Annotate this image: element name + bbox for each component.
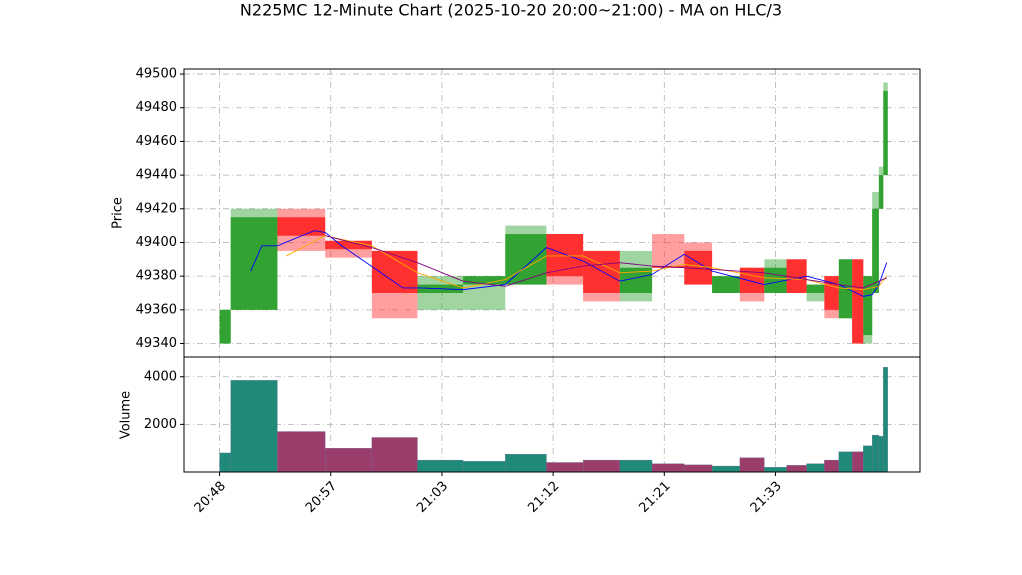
- candle-body: [371, 250, 418, 293]
- volume-bar: [371, 437, 418, 473]
- y-tick-label: 49360: [136, 302, 177, 317]
- volume-bar: [651, 463, 685, 473]
- x-tick-label: 20:57: [303, 479, 340, 516]
- x-tick-label: 21:33: [748, 479, 785, 516]
- volume-bar: [619, 459, 653, 473]
- volume-bar: [325, 448, 373, 473]
- candle-body: [878, 175, 884, 209]
- volume-tick-label: 4000: [144, 369, 177, 384]
- volume-bar: [786, 465, 807, 473]
- candle-body: [219, 309, 231, 344]
- volume-bar: [739, 457, 765, 473]
- volume-bar: [806, 463, 825, 473]
- y-tick-label: 49480: [136, 100, 177, 115]
- volume-bar: [462, 461, 506, 473]
- x-tick-label: 20:48: [192, 479, 229, 516]
- volume-bar: [883, 367, 888, 473]
- candle-body: [824, 276, 839, 310]
- candle-body: [852, 259, 864, 344]
- volume-bar: [546, 462, 584, 473]
- candle-body: [505, 234, 547, 285]
- moving-average-line: [325, 235, 887, 289]
- volume-panel-frame: [183, 356, 921, 473]
- candle-body: [863, 276, 873, 336]
- candle-body: [786, 259, 807, 293]
- volume-axis-label: Volume: [119, 391, 134, 439]
- candle-body: [325, 240, 372, 250]
- y-tick-label: 49400: [136, 235, 177, 250]
- candle-body: [463, 276, 506, 285]
- candle-body: [883, 90, 888, 176]
- volume-bar: [863, 445, 873, 473]
- candle-body: [872, 208, 879, 293]
- y-tick-label: 49380: [136, 269, 177, 284]
- x-tick-label: 21:21: [636, 479, 673, 516]
- y-tick-label: 49420: [136, 201, 177, 216]
- volume-bar: [219, 452, 231, 473]
- moving-average-line: [286, 235, 888, 291]
- volume-bar: [684, 464, 713, 473]
- y-tick-label: 49460: [136, 134, 177, 149]
- volume-bar: [277, 431, 326, 473]
- y-tick-label: 49500: [136, 67, 177, 82]
- volume-tick-label: 2000: [144, 417, 177, 432]
- volume-bar: [582, 459, 620, 473]
- candle-body: [583, 250, 620, 293]
- candle-body: [806, 284, 825, 293]
- chart-title: N225MC 12-Minute Chart (2025-10-20 20:00…: [240, 1, 782, 20]
- volume-bar: [764, 467, 787, 473]
- volume-bar: [872, 434, 880, 473]
- y-axis-label: Price: [111, 197, 126, 229]
- candle-body: [712, 276, 740, 293]
- volume-bar: [824, 459, 839, 473]
- volume-bar: [417, 459, 464, 473]
- x-tick-label: 21:12: [525, 479, 562, 516]
- volume-bar: [711, 465, 741, 473]
- x-tick-label: 21:03: [414, 479, 451, 516]
- candle-body: [277, 217, 326, 236]
- candle-wick: [652, 234, 685, 268]
- volume-bar: [878, 436, 884, 473]
- volume-bar: [505, 453, 547, 473]
- y-tick-label: 49340: [136, 336, 177, 351]
- y-tick-label: 49440: [136, 168, 177, 183]
- volume-bar: [838, 451, 853, 473]
- volume-bar: [230, 380, 278, 473]
- volume-bar: [852, 451, 864, 473]
